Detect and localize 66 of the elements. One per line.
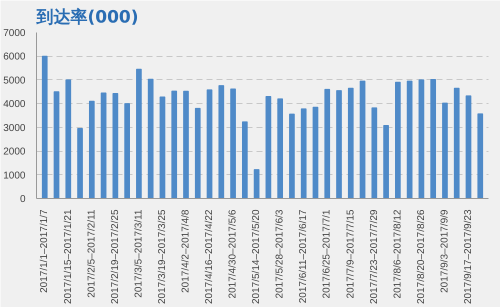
- x-tick-label: 2017/1/1–2017/1/7: [39, 209, 50, 293]
- bar: [183, 90, 189, 198]
- bar: [300, 108, 307, 198]
- bar: [160, 96, 166, 198]
- bar: [289, 114, 295, 198]
- y-tick-label: 2000: [3, 146, 26, 158]
- y-tick-label: 1000: [3, 170, 26, 182]
- bar: [218, 85, 224, 198]
- x-tick-label: 2017/2/5–2017/2/11: [86, 209, 98, 298]
- y-tick-label: 5000: [3, 75, 26, 86]
- chart-title: 到达率(000): [36, 8, 139, 28]
- bar: [336, 90, 342, 198]
- bar: [454, 88, 460, 198]
- bar: [254, 169, 260, 198]
- x-tick-label: 2017/8/6–2017/8/12: [392, 209, 404, 298]
- x-tick-label: 2017/3/19–2017/3/25: [156, 209, 168, 304]
- bar: [348, 88, 354, 198]
- x-tick-label: 2017/5/14–2017/5/20: [251, 209, 262, 304]
- bar: [112, 92, 118, 198]
- bar: [100, 92, 106, 198]
- x-tick-label: 2017/6/25–2017/7/1: [322, 209, 333, 298]
- x-tick-label: 2017/4/30–2017/5/6: [228, 209, 239, 298]
- bar: [371, 107, 378, 198]
- x-tick-label: 2017/8/20–2017/8/26: [416, 209, 427, 304]
- x-tick-label: 2017/6/11–2017/6/17: [298, 209, 310, 304]
- y-tick-label: 3000: [3, 122, 26, 134]
- bar: [42, 56, 48, 198]
- x-tick-label: 2017/4/2–2017/4/8: [180, 209, 192, 293]
- bar: [148, 78, 154, 198]
- bar: [77, 128, 83, 198]
- bar: [360, 80, 366, 198]
- y-tick-label: 6000: [3, 52, 26, 63]
- y-tick-label: 4000: [3, 99, 26, 110]
- bar: [466, 95, 472, 198]
- bar: [88, 100, 95, 198]
- bar: [406, 80, 412, 198]
- x-tick-label: 2017/9/17–2017/9/23: [462, 209, 474, 304]
- bar: [324, 88, 330, 198]
- bar: [65, 79, 72, 198]
- x-tick-label: 2017/9/3–2017/9/9: [439, 209, 450, 293]
- bar: [230, 88, 236, 198]
- y-tick-label: 0: [20, 194, 26, 205]
- bar: [430, 78, 436, 198]
- bar: [418, 79, 424, 198]
- bar: [242, 121, 248, 198]
- bar: [124, 103, 130, 198]
- bar: [383, 124, 389, 198]
- y-tick-label: 7000: [3, 28, 26, 39]
- bar: [194, 108, 201, 198]
- x-tick-label: 2017/1/15–2017/1/21: [62, 209, 74, 304]
- bar: [442, 102, 448, 198]
- bar: [395, 82, 401, 198]
- x-tick-label: 2017/7/23–2017/7/29: [368, 209, 380, 304]
- x-tick-label: 2017/4/16–2017/4/22: [204, 209, 216, 304]
- bar: [277, 98, 284, 198]
- x-tick-label: 2017/3/5–2017/3/11: [133, 209, 144, 298]
- x-tick-label: 2017/2/19–2017/2/25: [110, 209, 121, 304]
- bar: [54, 91, 60, 198]
- bar: [136, 68, 142, 198]
- bar: [266, 96, 272, 198]
- bar: [477, 113, 484, 198]
- x-tick-label: 2017/7/9–2017/7/15: [345, 209, 356, 298]
- bar: [312, 106, 318, 198]
- bar: [206, 89, 212, 198]
- x-tick-label: 2017/5/28–2017/6/3: [274, 209, 286, 298]
- bar: [171, 90, 178, 198]
